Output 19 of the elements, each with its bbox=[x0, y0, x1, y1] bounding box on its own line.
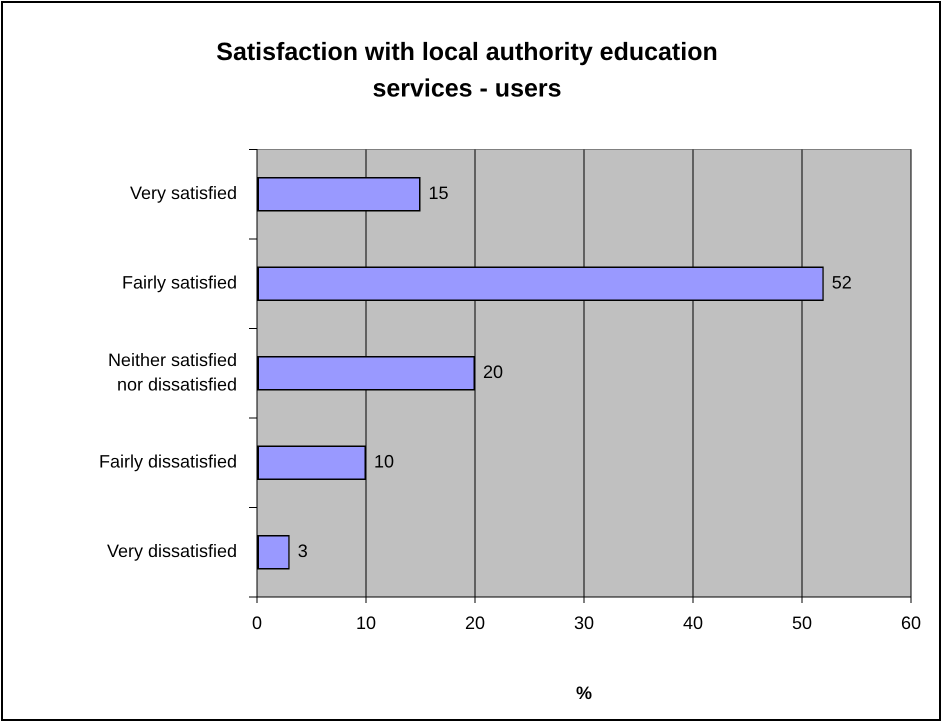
chart-title: Satisfaction with local authority education services - users bbox=[216, 38, 718, 102]
data-label: 20 bbox=[483, 362, 504, 382]
x-tick-label: 10 bbox=[356, 612, 376, 633]
data-label: 15 bbox=[428, 183, 449, 204]
y-tick-label: Very dissatisfied bbox=[106, 541, 237, 562]
x-tick-label: 50 bbox=[792, 612, 812, 633]
x-tick-label: 30 bbox=[574, 612, 594, 633]
y-tick-label: Neither satisfied nor dissatisfied bbox=[108, 350, 237, 394]
data-label: 10 bbox=[374, 452, 394, 472]
data-label: 52 bbox=[832, 272, 852, 293]
x-tick-label: 0 bbox=[252, 612, 262, 633]
x-tick-label: 20 bbox=[464, 612, 486, 633]
y-tick-label: Fairly dissatisfied bbox=[98, 452, 237, 472]
y-tick-label: Very satisfied bbox=[130, 183, 237, 204]
data-label: 3 bbox=[298, 541, 308, 562]
y-tick-label: Fairly satisfied bbox=[122, 272, 237, 293]
x-tick-label: 40 bbox=[682, 612, 704, 633]
x-tick-label: 60 bbox=[900, 612, 922, 633]
x-axis-title: % bbox=[576, 683, 592, 704]
